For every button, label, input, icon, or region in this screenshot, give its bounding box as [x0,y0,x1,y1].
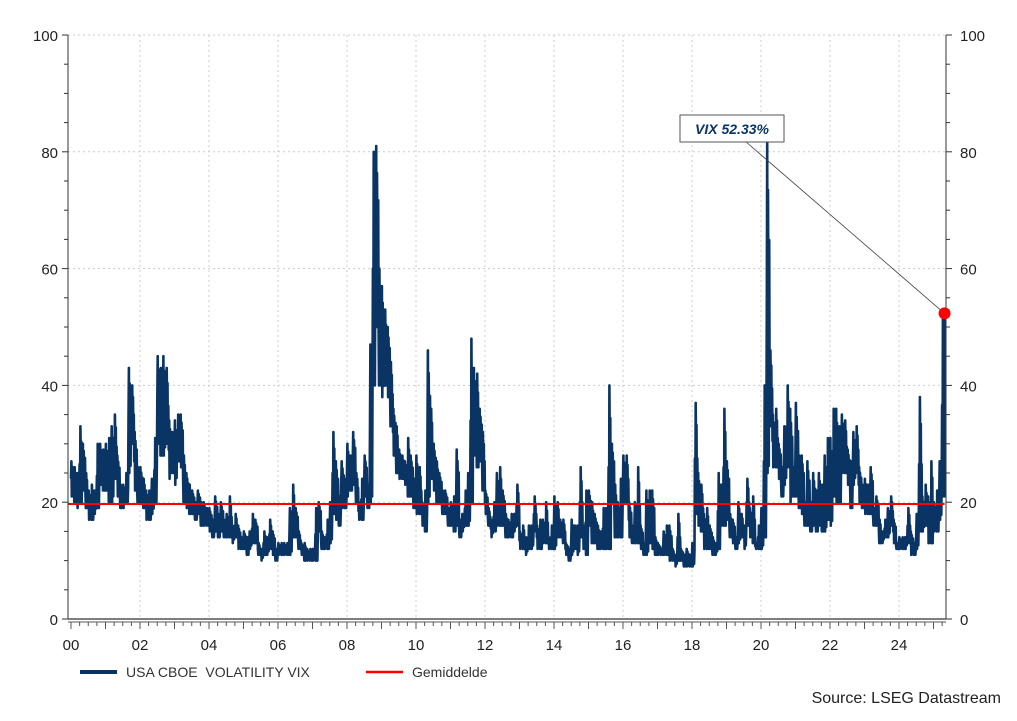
y-tick-label-right: 60 [960,262,977,279]
x-tick-label: 14 [546,637,563,654]
x-tick-label: 02 [132,637,149,654]
x-tick-label: 16 [615,637,632,654]
y-tick-label-right: 80 [960,145,977,162]
x-tick-label: 04 [201,637,218,654]
y-tick-label-left: 0 [50,612,58,629]
annotation-leader-line [744,140,945,314]
y-tick-label-left: 100 [33,28,58,45]
x-tick-label: 22 [822,637,839,654]
y-tick-label-right: 20 [960,495,977,512]
annotation-point [938,307,951,320]
y-tick-label-right: 0 [960,612,968,629]
annotation-label: VIX 52.33% [695,121,769,137]
x-tick-label: 18 [684,637,701,654]
y-tick-label-right: 100 [960,28,985,45]
series-layer [68,138,946,568]
x-tick-label: 10 [408,637,425,654]
legend: USA CBOE VOLATILITY VIX Gemiddelde [80,664,488,680]
legend-label-mean: Gemiddelde [412,664,488,680]
vix-line [69,138,946,568]
annotation-box [679,114,785,143]
y-tick-label-left: 80 [41,145,58,162]
x-tick-label: 08 [339,637,356,654]
x-tick-label: 06 [270,637,287,654]
x-tick-label: 24 [891,637,908,654]
y-tick-label-left: 20 [41,495,58,512]
legend-label-vix: USA CBOE VOLATILITY VIX [126,664,311,680]
x-tick-label: 00 [63,637,80,654]
y-tick-label-right: 40 [960,378,977,395]
source-note: Source: LSEG Datastream [812,690,1001,707]
y-tick-label-left: 60 [41,262,58,279]
x-tick-label: 12 [477,637,494,654]
annotation: VIX 52.33% [679,114,951,320]
x-tick-label: 20 [753,637,770,654]
y-tick-label-left: 40 [41,378,58,395]
